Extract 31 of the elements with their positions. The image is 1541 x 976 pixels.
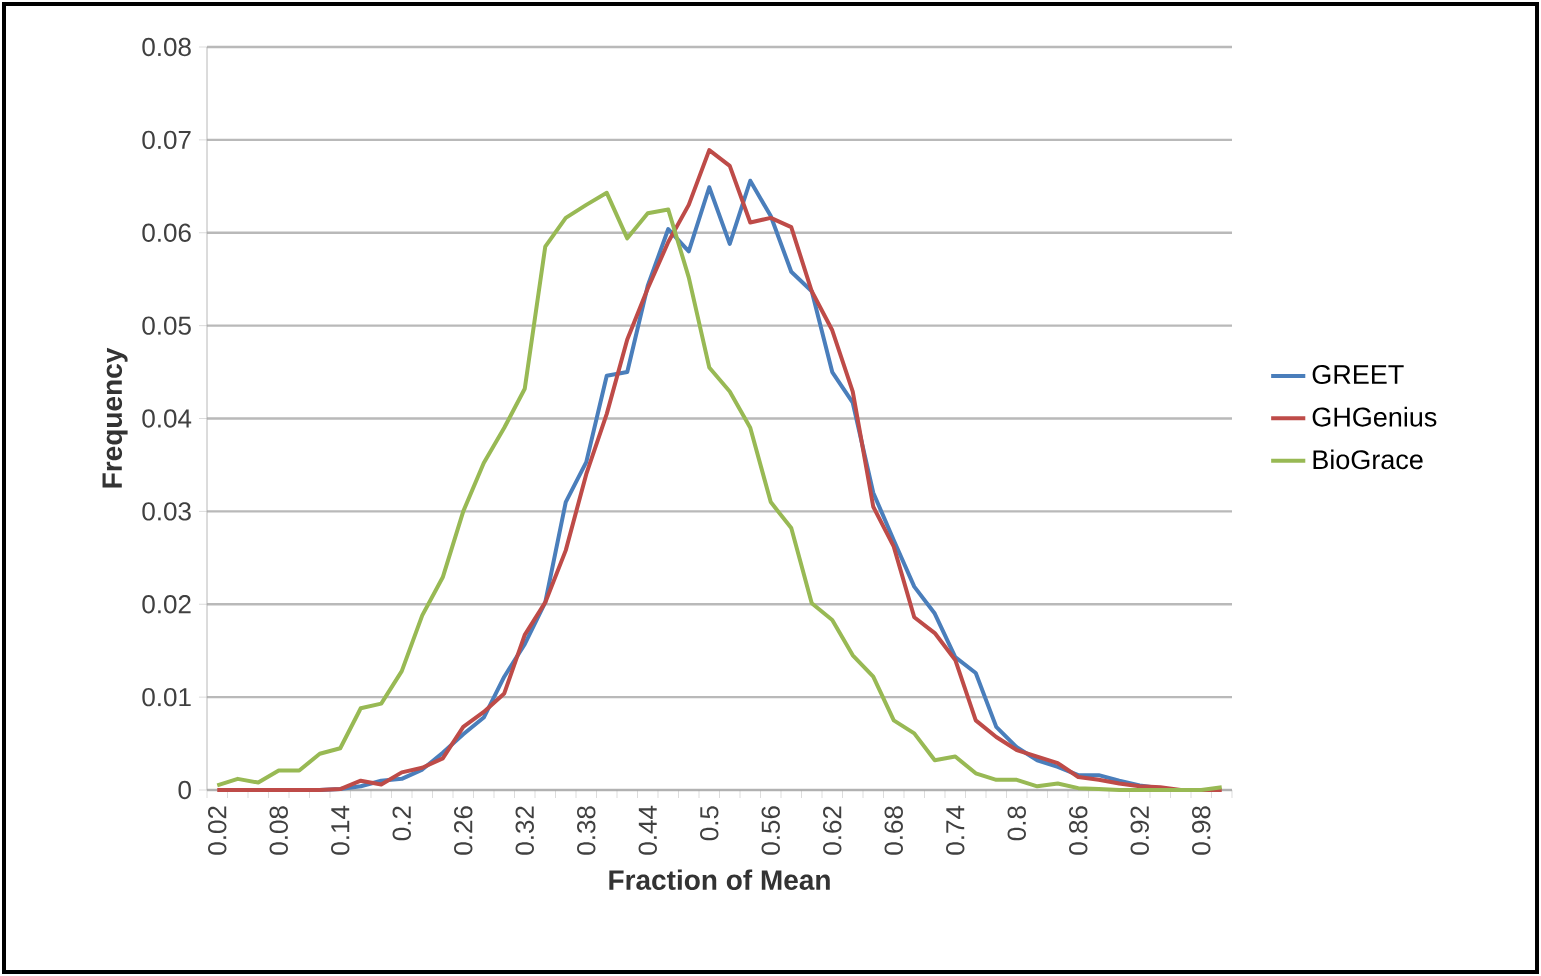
y-tick-label: 0.05 <box>142 316 191 335</box>
x-tick-label: 0.62 <box>823 806 842 855</box>
y-tick-label: 0.01 <box>142 687 191 707</box>
x-tick-label: 0.56 <box>761 806 780 855</box>
x-tick-label: 0.92 <box>1130 806 1149 855</box>
x-tick-label: 0.8 <box>1007 806 1026 841</box>
legend-label: GREET <box>1312 365 1404 385</box>
x-tick-label: 0.08 <box>269 806 288 855</box>
x-tick-label: 0.26 <box>454 806 473 855</box>
legend-label: BioGrace <box>1313 449 1423 470</box>
x-axis-title: Fraction of Mean <box>609 869 830 890</box>
x-tick-label: 0.5 <box>700 806 719 841</box>
y-tick-label: 0.06 <box>142 223 191 242</box>
x-tick-label: 0.86 <box>1069 806 1088 855</box>
y-tick-label: 0.04 <box>142 409 192 428</box>
x-tick-label: 0.74 <box>946 805 965 855</box>
y-tick-label: 0 <box>178 780 191 800</box>
y-tick-label: 0.07 <box>142 130 191 150</box>
y-tick-label: 0.02 <box>142 595 191 614</box>
y-tick-label: 0.08 <box>142 37 191 57</box>
y-axis-title: Frequency <box>102 347 128 488</box>
x-tick-label: 0.02 <box>208 806 227 855</box>
x-tick-label: 0.14 <box>331 805 350 855</box>
x-tick-label: 0.38 <box>577 806 596 855</box>
x-tick-label: 0.2 <box>392 806 411 841</box>
x-tick-label: 0.32 <box>515 806 534 855</box>
x-tick-label: 0.98 <box>1192 806 1211 855</box>
y-tick-label: 0.03 <box>142 502 191 521</box>
x-tick-label: 0.68 <box>884 806 903 855</box>
x-tick-label: 0.44 <box>638 805 657 855</box>
legend-label: GHGenius <box>1312 406 1437 427</box>
